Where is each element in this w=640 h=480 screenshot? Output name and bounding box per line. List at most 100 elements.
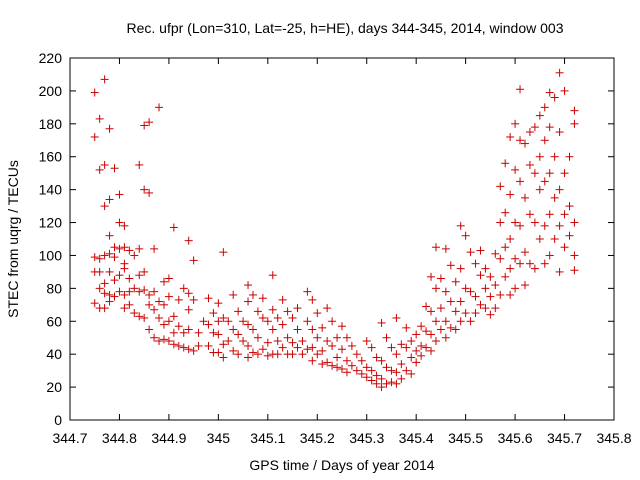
data-point	[338, 322, 346, 331]
data-point	[125, 274, 134, 283]
data-point	[560, 243, 569, 252]
data-point	[288, 338, 297, 347]
data-point	[545, 169, 554, 178]
data-point	[427, 307, 436, 316]
data-point	[125, 287, 134, 296]
x-tick-label: 345.6	[498, 430, 533, 446]
data-point	[570, 106, 579, 115]
y-tick-label: 220	[39, 50, 63, 66]
data-point	[367, 376, 376, 385]
data-point	[100, 160, 109, 169]
data-point	[446, 297, 455, 306]
data-point	[451, 307, 460, 316]
data-point	[545, 123, 554, 132]
data-point	[491, 281, 500, 290]
data-point	[461, 231, 470, 240]
data-point	[377, 318, 386, 327]
data-point	[150, 305, 159, 314]
data-point	[253, 350, 262, 359]
data-point	[234, 307, 243, 316]
data-point	[476, 300, 485, 309]
data-point	[219, 340, 228, 349]
data-point	[565, 231, 574, 240]
data-point	[214, 299, 223, 308]
data-point	[392, 368, 401, 377]
data-point	[278, 343, 287, 352]
data-point	[570, 251, 579, 260]
data-point	[95, 114, 104, 123]
data-point	[120, 304, 129, 313]
data-point	[244, 320, 253, 329]
data-point	[540, 177, 549, 186]
data-point	[525, 160, 534, 169]
data-point	[194, 328, 203, 337]
data-point	[239, 337, 248, 346]
data-point	[560, 86, 569, 95]
data-point	[550, 193, 559, 202]
data-point	[333, 353, 342, 362]
data-point	[506, 264, 515, 273]
data-point	[382, 379, 391, 388]
data-point	[323, 304, 332, 313]
data-point	[565, 152, 574, 161]
data-point	[323, 337, 332, 346]
x-tick-label: 345.2	[300, 430, 335, 446]
data-point	[441, 244, 450, 253]
data-point	[520, 248, 529, 257]
data-point	[248, 290, 257, 299]
data-point	[268, 325, 277, 334]
data-point	[308, 356, 317, 365]
data-point	[545, 88, 554, 97]
data-point	[209, 328, 218, 337]
data-point	[377, 383, 386, 392]
data-point	[268, 271, 277, 280]
x-tick-label: 344.8	[102, 430, 137, 446]
data-point	[145, 325, 154, 334]
data-point	[535, 235, 544, 243]
data-point	[540, 103, 549, 112]
data-point	[258, 345, 267, 354]
data-point	[486, 292, 495, 301]
data-point	[90, 299, 99, 308]
data-point	[516, 221, 525, 230]
data-point	[436, 304, 445, 313]
data-point	[540, 136, 549, 145]
data-point	[501, 272, 510, 281]
data-point	[189, 256, 198, 265]
data-point	[184, 325, 193, 334]
data-point	[120, 290, 129, 299]
data-point	[446, 323, 455, 332]
data-point	[402, 366, 411, 375]
data-point	[273, 337, 282, 346]
y-tick-label: 180	[39, 116, 63, 132]
data-point	[516, 177, 525, 186]
data-point	[278, 320, 287, 329]
data-point	[555, 68, 564, 77]
data-point	[159, 277, 168, 286]
data-point	[140, 313, 149, 322]
data-point	[258, 313, 267, 322]
data-point	[145, 118, 154, 127]
data-point	[471, 309, 480, 318]
data-point	[313, 333, 322, 342]
data-point	[412, 346, 421, 355]
data-point	[293, 343, 302, 352]
data-point	[303, 345, 312, 354]
data-point	[347, 361, 356, 370]
data-point	[362, 373, 371, 382]
data-point	[451, 325, 460, 334]
data-point	[105, 231, 114, 240]
y-tick-label: 0	[54, 412, 62, 428]
data-point	[244, 341, 253, 350]
data-point	[234, 350, 243, 359]
data-point	[520, 281, 529, 290]
data-point	[145, 300, 154, 309]
data-point	[155, 297, 164, 306]
data-point	[155, 337, 164, 346]
data-point	[258, 294, 267, 303]
data-point	[308, 343, 317, 352]
data-point	[248, 325, 257, 334]
data-point	[115, 244, 124, 253]
data-point	[303, 317, 312, 326]
